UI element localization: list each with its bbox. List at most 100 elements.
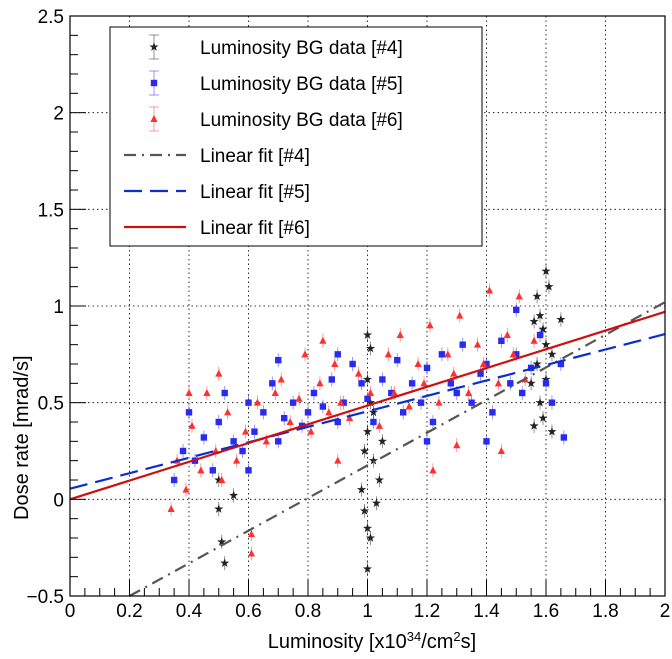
data-point <box>188 421 196 429</box>
y-tick-label: 1 <box>53 297 64 318</box>
data-point <box>560 434 568 441</box>
data-point <box>247 530 256 538</box>
data-point <box>262 437 270 445</box>
data-point <box>408 380 416 387</box>
data-point <box>384 350 392 358</box>
data-point <box>239 447 246 455</box>
data-point <box>529 421 539 430</box>
plot-area <box>69 264 666 597</box>
data-point <box>429 466 437 474</box>
x-tick-label: 1.4 <box>473 601 500 622</box>
data-point <box>396 331 404 338</box>
series-star <box>214 264 566 576</box>
data-point <box>359 506 370 515</box>
data-point <box>453 389 460 397</box>
data-point <box>556 314 566 324</box>
data-point <box>362 330 373 339</box>
data-point <box>275 356 282 364</box>
data-point <box>170 476 178 484</box>
legend-label: Linear fit [#5] <box>200 182 310 203</box>
data-point <box>230 438 237 445</box>
data-point <box>340 399 347 406</box>
data-point <box>224 408 232 416</box>
legend-label: Luminosity BG data [#6] <box>200 110 403 131</box>
data-point <box>319 403 327 410</box>
data-point <box>217 537 227 546</box>
data-point <box>260 409 267 416</box>
data-point <box>307 427 315 435</box>
data-point <box>459 341 466 348</box>
data-point <box>547 426 557 436</box>
x-tick-label: 1.8 <box>592 601 618 622</box>
data-point <box>538 413 548 423</box>
y-tick-label: 1.5 <box>38 200 64 221</box>
data-point <box>483 438 490 445</box>
x-axis-title: Luminosity [x1034/cm2s] <box>268 629 476 654</box>
data-point <box>289 399 297 406</box>
data-point <box>215 369 223 377</box>
x-tick-label: 1.2 <box>414 601 440 622</box>
data-point <box>214 475 224 484</box>
data-point <box>371 498 381 508</box>
data-point <box>529 316 539 326</box>
data-point <box>477 370 484 377</box>
data-point <box>509 350 517 358</box>
data-point <box>346 414 354 422</box>
x-tick-label: 0.6 <box>235 601 261 622</box>
x-tick-label: 0.4 <box>176 601 203 622</box>
data-point <box>358 380 365 387</box>
data-point <box>269 380 276 387</box>
data-point <box>479 360 488 367</box>
data-point <box>530 336 538 344</box>
data-point <box>420 379 428 387</box>
data-point <box>390 389 398 396</box>
data-point <box>379 376 386 383</box>
legend-label: Luminosity BG data [#4] <box>200 38 403 59</box>
axes: 0 0.2 0.4 0.6 0.8 1 1.2 1.4 1.6 1.8 2−0.500.511.52… <box>26 7 670 622</box>
x-tick-label: 0.2 <box>116 601 142 622</box>
data-point <box>328 376 335 383</box>
data-point <box>483 360 490 368</box>
data-point <box>368 407 379 417</box>
data-point <box>513 351 520 358</box>
data-point <box>532 291 542 301</box>
data-point <box>541 339 551 349</box>
data-point <box>400 409 407 416</box>
data-point <box>541 266 551 276</box>
data-point <box>417 399 425 406</box>
data-point <box>362 426 373 436</box>
data-point <box>366 389 375 396</box>
data-point <box>435 398 443 406</box>
data-point <box>167 505 175 512</box>
legend-marker <box>150 79 158 87</box>
data-point <box>203 389 211 396</box>
y-axis-title: Dose rate [mrad/s] <box>11 355 33 520</box>
data-point <box>316 379 324 387</box>
data-point <box>286 418 294 425</box>
data-point <box>362 374 373 384</box>
data-point <box>354 369 363 377</box>
data-point <box>325 408 333 416</box>
data-point <box>494 379 502 387</box>
data-point <box>423 364 431 372</box>
data-point <box>220 558 230 568</box>
data-point <box>438 351 446 358</box>
data-point <box>368 455 379 465</box>
data-point <box>337 398 345 406</box>
data-point <box>548 399 556 406</box>
data-point <box>498 337 505 344</box>
legend-marker <box>150 115 158 122</box>
data-point <box>485 286 494 294</box>
data-point <box>319 336 327 344</box>
data-point <box>281 414 288 422</box>
data-point <box>489 409 496 416</box>
y-tick-label: −0.5 <box>26 587 64 608</box>
data-point <box>519 389 526 397</box>
data-point <box>532 359 542 368</box>
data-point <box>241 427 250 435</box>
data-point <box>271 389 279 396</box>
legend-label: Linear fit [#4] <box>200 146 310 167</box>
y-tick-label: 2.5 <box>38 7 64 28</box>
data-point <box>377 436 387 446</box>
